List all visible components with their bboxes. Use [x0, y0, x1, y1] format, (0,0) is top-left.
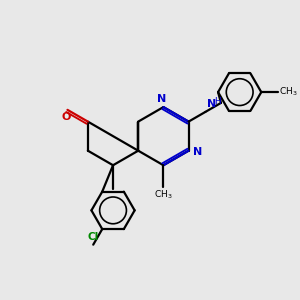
Text: O: O: [61, 112, 71, 122]
Text: Cl: Cl: [88, 232, 99, 242]
Text: H: H: [214, 97, 220, 106]
Text: CH$_3$: CH$_3$: [154, 189, 173, 201]
Text: N: N: [193, 147, 202, 157]
Text: N: N: [158, 94, 166, 104]
Text: CH$_3$: CH$_3$: [279, 86, 298, 98]
Text: N: N: [207, 99, 216, 109]
